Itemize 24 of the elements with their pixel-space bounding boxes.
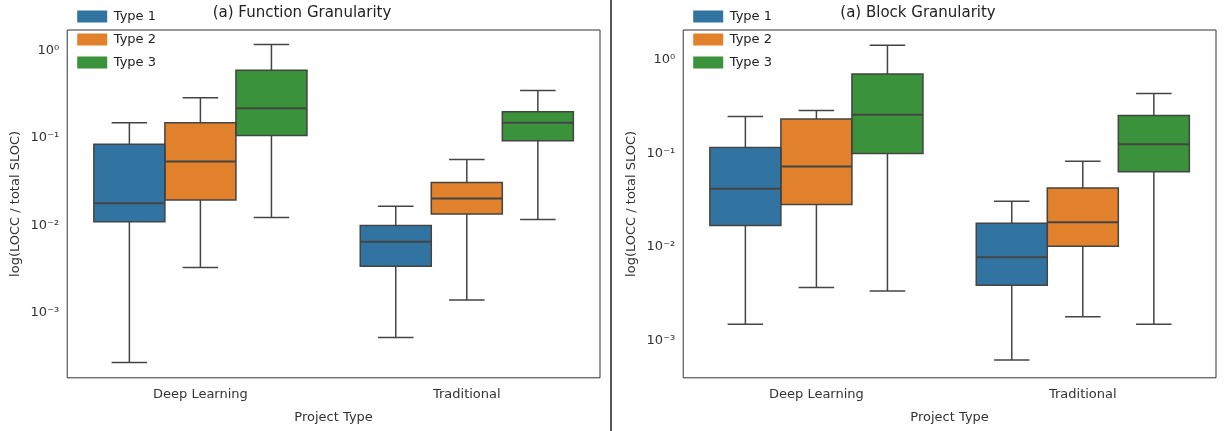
y-tick-label: 10⁻² xyxy=(30,216,60,232)
x-axis-title: Project Type xyxy=(294,408,373,424)
x-tick-label: Deep Learning xyxy=(769,385,864,401)
y-axis-title: log(LOCC / total SLOC) xyxy=(7,130,23,277)
legend-label: Type 3 xyxy=(112,53,156,69)
x-tick-label: Deep Learning xyxy=(153,385,248,401)
y-tick-label: 10⁻¹ xyxy=(30,129,60,145)
chart-title: (a) Block Granularity xyxy=(840,2,996,21)
legend-label: Type 1 xyxy=(112,7,156,23)
x-axis-title: Project Type xyxy=(910,408,989,424)
y-tick-label: 10⁻³ xyxy=(30,304,60,320)
legend-label: Type 2 xyxy=(728,30,772,46)
y-tick-label: 10⁻¹ xyxy=(646,144,676,160)
y-tick-label: 10⁰ xyxy=(37,42,60,58)
x-tick-label: Traditional xyxy=(431,385,501,401)
legend-label: Type 1 xyxy=(728,7,772,23)
chart-title: (a) Function Granularity xyxy=(212,2,392,21)
x-tick-label: Traditional xyxy=(1047,385,1117,401)
y-axis-title: log(LOCC / total SLOC) xyxy=(623,130,639,277)
y-tick-label: 10⁰ xyxy=(653,51,676,67)
legend-label: Type 3 xyxy=(728,53,772,69)
legend-label: Type 2 xyxy=(112,30,156,46)
y-tick-label: 10⁻³ xyxy=(646,331,676,347)
y-tick-label: 10⁻² xyxy=(646,238,676,254)
